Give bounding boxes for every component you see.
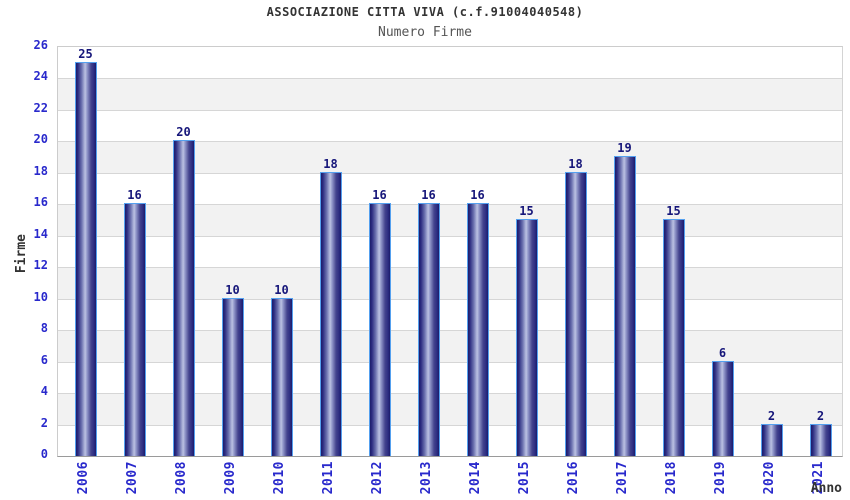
y-tick-label: 26: [33, 38, 48, 52]
bar-value-label: 6: [718, 345, 727, 360]
y-tick-label: 14: [33, 226, 48, 241]
bar-value-label: 19: [617, 141, 632, 156]
grid-band: [58, 47, 842, 79]
x-tick-label: 2019: [712, 461, 728, 495]
grid-band: [58, 78, 842, 110]
bar-2021: [809, 423, 832, 456]
y-tick-label: 6: [40, 352, 48, 367]
bar-value-label: 2: [767, 408, 776, 423]
bar-value-label: 18: [568, 156, 583, 171]
bar-2013: [417, 203, 440, 456]
bar-value-label: 25: [78, 46, 93, 61]
bar-2017: [613, 156, 636, 456]
x-tick-label: 2009: [222, 461, 238, 495]
chart-subtitle: Numero Firme: [378, 25, 472, 40]
y-tick-label: 12: [33, 258, 48, 273]
bar-value-label: 2: [816, 408, 825, 423]
x-tick-label: 2017: [614, 461, 630, 495]
bar-2006: [74, 61, 97, 456]
gridline: [58, 204, 842, 206]
bar-value-label: 15: [666, 204, 681, 219]
y-tick-label: 18: [33, 163, 48, 178]
x-tick-label: 2014: [467, 461, 483, 495]
x-tick-label: 2018: [663, 461, 679, 495]
y-tick-label: 4: [40, 384, 48, 399]
gridline: [58, 109, 842, 111]
gridline: [58, 267, 842, 269]
bar-2015: [515, 219, 538, 456]
bar-value-label: 16: [372, 188, 387, 203]
y-tick-label: 8: [40, 321, 48, 336]
y-tick-label: 2: [40, 415, 48, 430]
gridline: [58, 361, 842, 363]
bar-value-label: 20: [176, 125, 191, 140]
bar-value-label: 15: [519, 204, 534, 219]
bar-2019: [711, 360, 734, 456]
x-tick-label: 2008: [173, 461, 189, 495]
x-tick-label: 2006: [75, 461, 91, 495]
bar-value-label: 16: [470, 188, 485, 203]
bar-2007: [123, 203, 146, 456]
bar-value-label: 10: [274, 282, 289, 297]
y-tick-label: 22: [33, 100, 48, 115]
y-tick-label: 16: [33, 195, 48, 210]
y-tick-label: 0: [40, 447, 48, 461]
x-tick-label: 2011: [320, 461, 336, 495]
bar-value-label: 16: [127, 188, 142, 203]
gridline: [58, 424, 842, 426]
bar-value-label: 18: [323, 156, 338, 171]
gridline: [58, 235, 842, 237]
bar-2014: [466, 203, 489, 456]
bar-2020: [760, 423, 783, 456]
x-tick-label: 2012: [369, 461, 385, 495]
gridline: [58, 172, 842, 174]
grid-band: [58, 109, 842, 142]
gridline: [58, 393, 842, 395]
bar-value-label: 10: [225, 282, 240, 297]
gridline: [58, 330, 842, 332]
y-tick-label: 20: [33, 132, 48, 147]
x-axis-title: Anno: [810, 481, 842, 496]
x-tick-label: 2010: [271, 461, 287, 495]
x-tick-label: 2015: [516, 461, 532, 495]
bar-2011: [319, 171, 342, 456]
x-tick-label: 2020: [761, 461, 777, 495]
plot-area: 25 16 20 10 10 18 16 16 16 15 18 19 15 6 2 2: [57, 46, 843, 457]
y-tick-label: 10: [33, 289, 48, 304]
gridline: [58, 141, 842, 143]
chart-title: ASSOCIAZIONE CITTA VIVA (c.f.91004040548…: [266, 5, 584, 19]
bar-2008: [172, 140, 195, 456]
gridline: [58, 298, 842, 300]
bar-value-label: 16: [421, 188, 436, 203]
x-tick-label: 2007: [124, 461, 140, 495]
bar-2018: [662, 219, 685, 456]
y-tick-label: 24: [33, 69, 48, 84]
x-tick-label: 2016: [565, 461, 581, 495]
bar-2010: [270, 297, 293, 456]
bar-2012: [368, 203, 391, 456]
gridline: [58, 78, 842, 80]
bar-2016: [564, 171, 587, 456]
bar-2009: [221, 297, 244, 456]
x-tick-label: 2013: [418, 461, 434, 495]
